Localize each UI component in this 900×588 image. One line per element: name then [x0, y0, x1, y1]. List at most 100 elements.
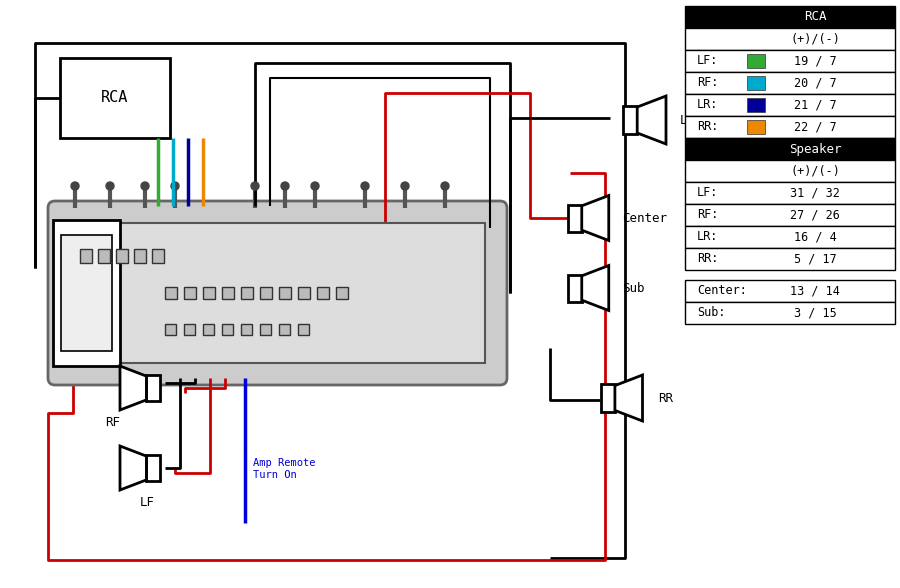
- Bar: [60, 58, 170, 138]
- Polygon shape: [581, 195, 608, 240]
- Bar: [685, 204, 895, 226]
- Bar: [279, 325, 290, 335]
- Text: RR:: RR:: [697, 121, 718, 133]
- Bar: [747, 76, 765, 90]
- Bar: [165, 287, 177, 299]
- Text: RR:: RR:: [697, 252, 718, 266]
- Bar: [623, 106, 637, 135]
- Bar: [279, 287, 291, 299]
- Text: RF:: RF:: [697, 76, 718, 89]
- Bar: [61, 235, 112, 351]
- Bar: [685, 6, 895, 28]
- Text: LF: LF: [140, 496, 155, 509]
- Bar: [685, 116, 895, 138]
- Circle shape: [401, 182, 409, 190]
- Text: 31 / 32: 31 / 32: [790, 186, 840, 199]
- Polygon shape: [120, 446, 147, 490]
- Circle shape: [311, 182, 319, 190]
- Polygon shape: [120, 366, 147, 410]
- Text: LF:: LF:: [697, 55, 718, 68]
- Bar: [203, 287, 215, 299]
- Text: Speaker: Speaker: [789, 142, 842, 155]
- Text: (+)/(-): (+)/(-): [790, 165, 840, 178]
- Bar: [685, 302, 895, 324]
- Bar: [184, 287, 196, 299]
- Bar: [298, 325, 309, 335]
- Circle shape: [441, 182, 449, 190]
- Bar: [165, 325, 176, 335]
- Bar: [336, 287, 348, 299]
- Text: RCA: RCA: [804, 11, 826, 24]
- Bar: [222, 287, 234, 299]
- Bar: [222, 325, 233, 335]
- Bar: [685, 28, 895, 50]
- Bar: [298, 287, 310, 299]
- Bar: [260, 325, 271, 335]
- Text: 21 / 7: 21 / 7: [794, 99, 837, 112]
- Text: Sub:: Sub:: [697, 306, 725, 319]
- Bar: [98, 249, 110, 263]
- Bar: [568, 275, 581, 302]
- Text: (+)/(-): (+)/(-): [790, 32, 840, 45]
- Bar: [685, 72, 895, 94]
- Text: 3 / 15: 3 / 15: [794, 306, 837, 319]
- Bar: [747, 120, 765, 134]
- Bar: [685, 280, 895, 302]
- Bar: [568, 205, 581, 232]
- Bar: [152, 249, 164, 263]
- Bar: [685, 138, 895, 160]
- Bar: [685, 248, 895, 270]
- Bar: [685, 182, 895, 204]
- Text: LR:: LR:: [697, 99, 718, 112]
- Polygon shape: [581, 266, 608, 310]
- Text: LR: LR: [680, 113, 695, 126]
- Text: Center: Center: [622, 212, 667, 225]
- Bar: [685, 226, 895, 248]
- Bar: [241, 325, 252, 335]
- Bar: [685, 94, 895, 116]
- Circle shape: [281, 182, 289, 190]
- Bar: [147, 455, 159, 481]
- Bar: [601, 384, 615, 412]
- Text: 20 / 7: 20 / 7: [794, 76, 837, 89]
- Bar: [184, 325, 195, 335]
- Bar: [53, 220, 120, 366]
- Circle shape: [361, 182, 369, 190]
- Text: RCA: RCA: [102, 91, 129, 105]
- Bar: [260, 287, 272, 299]
- Bar: [70, 223, 485, 363]
- Text: Amp Remote
Turn On: Amp Remote Turn On: [253, 458, 316, 480]
- Circle shape: [251, 182, 259, 190]
- Circle shape: [171, 182, 179, 190]
- Polygon shape: [637, 96, 666, 144]
- Bar: [134, 249, 146, 263]
- Text: 13 / 14: 13 / 14: [790, 285, 840, 298]
- Circle shape: [106, 182, 114, 190]
- Text: 16 / 4: 16 / 4: [794, 230, 837, 243]
- Bar: [317, 287, 329, 299]
- Bar: [80, 249, 92, 263]
- Bar: [241, 287, 253, 299]
- Text: LR:: LR:: [697, 230, 718, 243]
- Text: 27 / 26: 27 / 26: [790, 209, 840, 222]
- Text: 22 / 7: 22 / 7: [794, 121, 837, 133]
- Bar: [685, 160, 895, 182]
- Bar: [747, 54, 765, 68]
- FancyBboxPatch shape: [48, 201, 507, 385]
- Bar: [116, 249, 128, 263]
- Circle shape: [71, 182, 79, 190]
- Text: RR: RR: [658, 392, 673, 405]
- Bar: [747, 98, 765, 112]
- Bar: [147, 375, 159, 401]
- Polygon shape: [615, 375, 643, 421]
- Circle shape: [141, 182, 149, 190]
- Text: 5 / 17: 5 / 17: [794, 252, 837, 266]
- Text: RF: RF: [105, 416, 120, 429]
- Text: RF:: RF:: [697, 209, 718, 222]
- Text: 19 / 7: 19 / 7: [794, 55, 837, 68]
- Bar: [203, 325, 214, 335]
- Text: Center:: Center:: [697, 285, 747, 298]
- Text: LF:: LF:: [697, 186, 718, 199]
- Text: Sub: Sub: [622, 282, 644, 295]
- Bar: [685, 50, 895, 72]
